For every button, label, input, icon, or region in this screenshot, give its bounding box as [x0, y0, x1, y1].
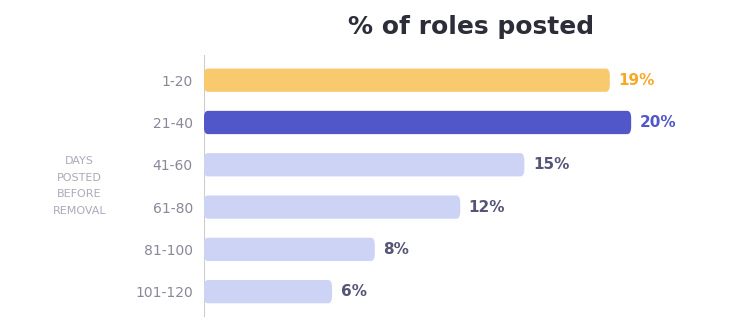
FancyBboxPatch shape: [204, 111, 631, 134]
Text: 6%: 6%: [340, 284, 367, 299]
Y-axis label: DAYS
POSTED
BEFORE
REMOVAL: DAYS POSTED BEFORE REMOVAL: [53, 156, 106, 215]
Text: 8%: 8%: [383, 242, 409, 257]
FancyBboxPatch shape: [204, 238, 375, 261]
FancyBboxPatch shape: [204, 153, 524, 176]
FancyBboxPatch shape: [204, 196, 460, 219]
Text: 19%: 19%: [618, 73, 654, 88]
Text: 12%: 12%: [469, 200, 505, 214]
FancyBboxPatch shape: [204, 69, 610, 92]
Text: 20%: 20%: [640, 115, 676, 130]
Text: 15%: 15%: [533, 157, 569, 172]
FancyBboxPatch shape: [204, 280, 332, 303]
Title: % of roles posted: % of roles posted: [348, 15, 594, 39]
